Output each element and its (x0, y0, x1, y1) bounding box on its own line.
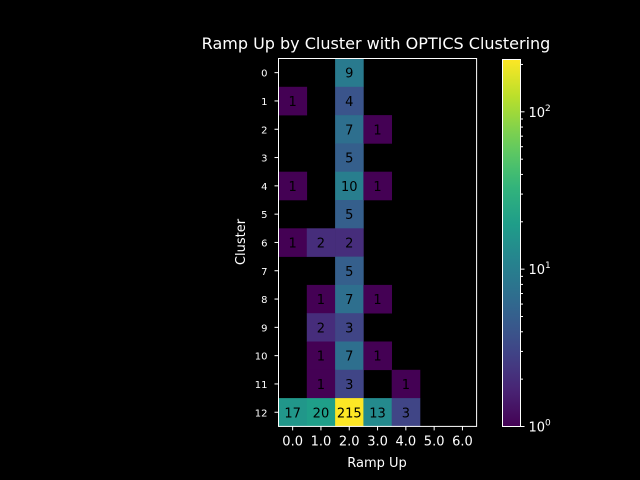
cell-value-label: 7 (345, 123, 353, 138)
y-tick-label: 11 (255, 380, 268, 391)
heatmap-cell (363, 171, 392, 201)
cell-value-label: 1 (289, 95, 297, 110)
y-tick-label: 1 (261, 97, 267, 108)
cell-value-label: 17 (284, 406, 301, 421)
cell-value-label: 9 (345, 67, 353, 82)
heatmap-cell (335, 256, 364, 286)
x-tick-label: 6.0 (452, 434, 473, 449)
heatmap-cell (335, 228, 364, 257)
x-tick-label: 1.0 (311, 434, 332, 449)
heatmap-cell (335, 171, 364, 201)
cell-value-label: 1 (317, 350, 325, 365)
heatmap-cell (278, 398, 308, 427)
cell-value-label: 2 (345, 236, 353, 251)
y-tick-label: 8 (261, 295, 267, 306)
heatmap-cell (391, 398, 421, 427)
heatmap-cell (391, 369, 421, 399)
x-tick-label: 4.0 (396, 434, 417, 449)
heatmap-cells (278, 58, 421, 427)
cell-value-label: 7 (345, 350, 353, 365)
heatmap-cell (335, 284, 364, 314)
heatmap-cell (335, 369, 364, 399)
cell-value-label: 5 (345, 265, 353, 280)
cell-value-label: 1 (289, 236, 297, 251)
y-tick-label: 4 (261, 182, 267, 193)
y-tick-label: 3 (261, 154, 267, 165)
heatmap-cell (335, 313, 364, 342)
heatmap-cell (278, 171, 308, 201)
heatmap-cell (335, 58, 364, 88)
cell-value-label: 1 (289, 180, 297, 195)
heatmap-cell (335, 341, 364, 371)
cell-value-label: 5 (345, 208, 353, 223)
x-tick-label: 0.0 (282, 434, 303, 449)
cell-value-label: 1 (317, 293, 325, 308)
cell-value-label: 1 (402, 378, 410, 393)
cell-value-label: 2 (317, 321, 325, 336)
cell-value-label: 1 (373, 293, 381, 308)
heatmap-cell (363, 398, 392, 427)
heatmap-cell (306, 284, 336, 314)
heatmap-cell (278, 228, 308, 257)
heatmap-cell (335, 115, 364, 144)
cell-value-label: 5 (345, 152, 353, 167)
x-axis-ticks: 0.0 1.0 2.0 3.0 4.0 5.0 6.0 (282, 426, 473, 449)
y-tick-label: 10 (255, 352, 268, 363)
cell-value-label: 20 (313, 406, 330, 421)
cell-value-label: 1 (373, 350, 381, 365)
cell-value-label: 2 (317, 236, 325, 251)
colorbar-tick-label: 102 (529, 104, 551, 121)
x-axis-label: Ramp Up (347, 456, 407, 471)
colorbar (502, 59, 521, 427)
y-tick-label: 6 (261, 238, 267, 249)
y-tick-label: 2 (261, 125, 267, 136)
cell-value-label: 3 (345, 378, 353, 393)
cell-value-label: 7 (345, 293, 353, 308)
heatmap-cell (335, 398, 364, 427)
heatmap-cell (335, 200, 364, 229)
heatmap-cell (363, 284, 392, 314)
heatmap-cell (306, 341, 336, 371)
heatmap-cell (306, 398, 336, 427)
y-tick-label: 0 (261, 69, 267, 80)
x-tick-label: 3.0 (367, 434, 388, 449)
y-tick-label: 9 (261, 323, 267, 334)
colorbar-tick-label: 101 (529, 261, 551, 278)
cell-value-label: 1 (373, 180, 381, 195)
y-tick-label: 5 (261, 210, 267, 221)
heatmap-cell (363, 341, 392, 371)
cell-value-label: 215 (337, 406, 362, 421)
heatmap-cell (306, 228, 336, 257)
cell-value-label: 13 (369, 406, 386, 421)
heatmap-cell (278, 86, 308, 116)
y-tick-label: 12 (255, 408, 268, 419)
chart-title: Ramp Up by Cluster with OPTICS Clusterin… (202, 34, 551, 53)
cell-value-label: 3 (345, 321, 353, 336)
heatmap-cell (363, 115, 392, 144)
y-axis-label: Cluster (234, 218, 249, 265)
heatmap-cell (335, 86, 364, 116)
y-tick-label: 7 (261, 267, 267, 278)
cell-value-label: 4 (345, 95, 353, 110)
cell-value-label: 10 (341, 180, 358, 195)
x-tick-label: 5.0 (424, 434, 445, 449)
cell-value-label: 3 (402, 406, 410, 421)
x-tick-label: 2.0 (339, 434, 360, 449)
colorbar-ticks: 100 101 102 (520, 63, 552, 436)
cell-value-label: 1 (317, 378, 325, 393)
heatmap-cell-labels: 91 47 151 10 151 2 251 7 12 31 7 11 3 117 20 215 13 3 (284, 67, 410, 422)
heatmap-cell (306, 313, 336, 342)
heatmap-cell (306, 369, 336, 399)
cell-value-label: 1 (373, 123, 381, 138)
heatmap-cell (335, 143, 364, 172)
colorbar-tick-label: 100 (529, 419, 552, 436)
